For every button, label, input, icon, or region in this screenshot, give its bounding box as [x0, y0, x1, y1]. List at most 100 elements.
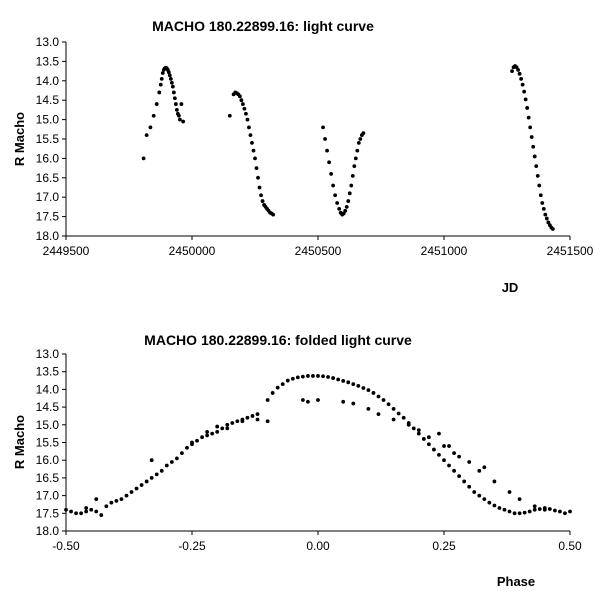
data-point [517, 71, 522, 76]
data-point [352, 164, 357, 169]
data-point [164, 463, 169, 468]
data-point [532, 507, 537, 512]
data-point [366, 388, 371, 393]
data-point [74, 511, 78, 516]
data-point [185, 445, 189, 450]
data-point [386, 402, 391, 407]
data-point [416, 428, 421, 433]
y-tick-label: 15.0 [36, 113, 60, 127]
data-point [534, 164, 539, 169]
data-point [361, 131, 366, 136]
data-point [467, 484, 472, 489]
data-point [356, 383, 361, 388]
data-point [280, 382, 285, 386]
data-point [285, 378, 290, 383]
data-point [134, 486, 139, 491]
data-point [381, 398, 386, 402]
data-point [351, 382, 356, 386]
x-tick-label: 2449500 [43, 244, 90, 258]
data-point [512, 511, 517, 516]
data-point [154, 472, 159, 477]
data-point [166, 70, 171, 75]
y-tick-label: 14.5 [36, 400, 60, 414]
data-point [245, 117, 250, 122]
data-point [535, 173, 540, 178]
data-point [195, 438, 199, 443]
data-point [227, 113, 232, 118]
data-point [502, 507, 507, 512]
data-point [173, 102, 178, 106]
data-point [139, 483, 144, 487]
data-point [544, 216, 549, 221]
x-tick-label: 0.50 [558, 539, 582, 553]
data-point [316, 398, 320, 402]
data-point [563, 511, 567, 516]
data-point [326, 375, 330, 379]
data-point [353, 156, 358, 161]
data-point [331, 183, 336, 188]
data-point [346, 380, 351, 385]
y-tick-label: 13.5 [36, 365, 60, 379]
data-point [568, 509, 572, 514]
data-point [482, 497, 487, 502]
data-point [242, 106, 247, 111]
data-point [141, 156, 146, 161]
data-point [144, 479, 149, 484]
data-point [547, 507, 552, 511]
data-point [240, 419, 245, 424]
data-point [532, 504, 537, 509]
data-point [178, 117, 182, 122]
data-point [437, 452, 441, 457]
y-tick-label: 17.5 [36, 506, 60, 520]
data-point [522, 89, 527, 94]
data-point [205, 429, 210, 434]
data-point [550, 227, 555, 231]
data-point [151, 113, 156, 118]
data-point [205, 433, 210, 438]
data-point [300, 398, 305, 402]
data-point [316, 374, 320, 378]
y-tick-label: 18.0 [36, 229, 60, 243]
data-series [64, 374, 572, 517]
data-point [210, 431, 215, 436]
data-point [69, 509, 73, 514]
y-tick-label: 13.0 [36, 347, 60, 361]
data-point [171, 90, 176, 95]
data-point [244, 111, 248, 116]
data-point [180, 451, 184, 456]
data-series [141, 64, 555, 231]
y-tick-label: 16.5 [36, 171, 60, 185]
data-point [256, 175, 260, 180]
data-point [467, 460, 472, 464]
data-point [94, 497, 99, 502]
data-point [290, 376, 295, 381]
data-point [507, 490, 512, 494]
data-point [522, 510, 527, 515]
data-point [437, 431, 441, 436]
y-axis-label: R Macho [12, 112, 27, 166]
data-point [543, 212, 548, 217]
data-point [104, 504, 109, 509]
data-point [540, 201, 545, 205]
data-point [255, 412, 260, 417]
data-point [79, 511, 84, 516]
data-point [254, 166, 259, 171]
data-point [241, 102, 245, 106]
data-point [114, 499, 119, 503]
data-point [457, 454, 462, 459]
data-point [300, 374, 305, 379]
data-point [528, 125, 533, 130]
data-point [351, 401, 356, 406]
data-point [230, 421, 235, 425]
data-point [170, 84, 175, 89]
data-point [235, 419, 240, 424]
data-point [346, 199, 351, 203]
data-point [416, 431, 421, 436]
data-point [275, 385, 280, 390]
data-point [109, 500, 114, 505]
y-tick-label: 18.0 [36, 524, 60, 538]
data-point [237, 94, 242, 99]
data-point [477, 468, 482, 473]
light-curve-panel: MACHO 180.22899.16: light curve R Macho … [12, 18, 594, 295]
